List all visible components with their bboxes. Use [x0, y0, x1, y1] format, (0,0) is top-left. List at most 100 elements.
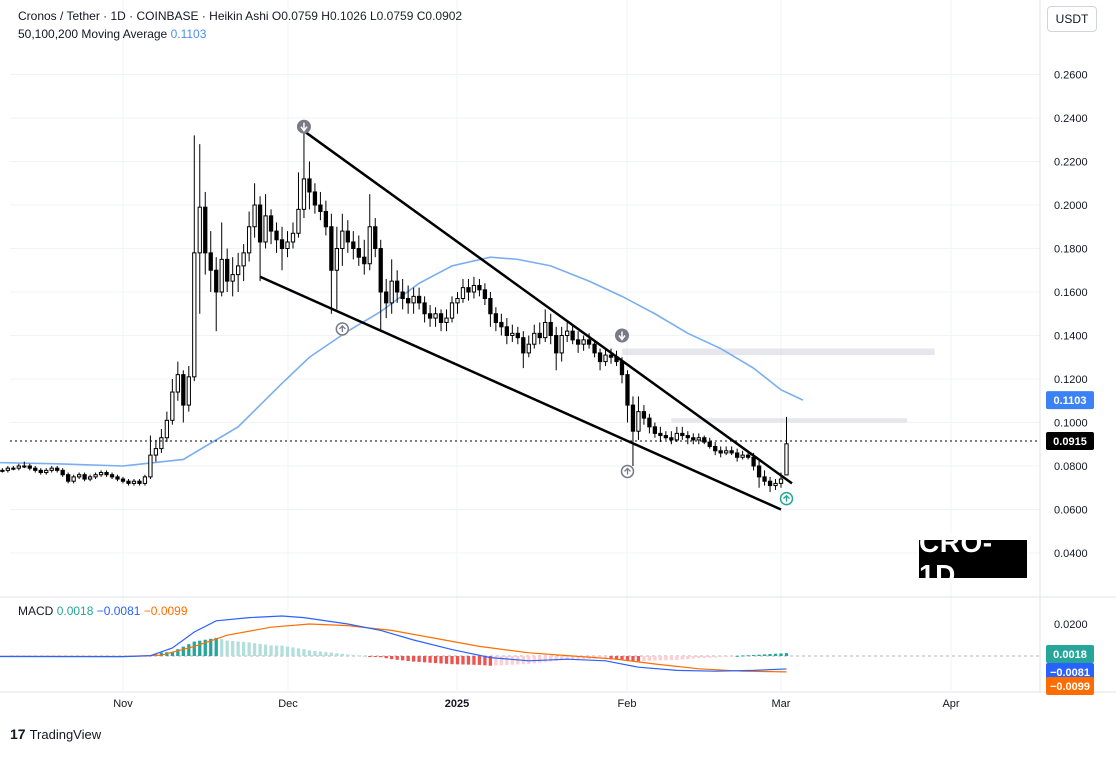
- candle-body: [416, 295, 422, 304]
- candle: [5, 466, 10, 473]
- macd-histogram-bar: [724, 656, 728, 657]
- candle-body: [581, 339, 586, 345]
- time-tick-label: Feb: [618, 698, 637, 710]
- macd-histogram-bar: [472, 656, 476, 665]
- candle-body: [203, 206, 208, 254]
- resistance-zones: [621, 348, 935, 423]
- candle-body: [575, 339, 581, 345]
- ma-legend[interactable]: 50,100,200 Moving Average 0.1103: [18, 27, 206, 41]
- macd-histogram-bar: [614, 656, 619, 660]
- macd-histogram-bar: [532, 656, 536, 664]
- candle-body: [740, 454, 745, 458]
- candle-body: [718, 450, 723, 454]
- candle-body: [647, 417, 652, 428]
- tradingview-logo[interactable]: 17 TradingView: [10, 726, 101, 742]
- candle-body: [724, 450, 729, 454]
- candle-body: [389, 280, 394, 304]
- candle: [521, 331, 526, 369]
- candle: [186, 365, 191, 412]
- macd-histogram-bar: [390, 656, 394, 660]
- macd-histogram-bar: [505, 656, 509, 666]
- candle: [0, 468, 5, 473]
- candle: [120, 476, 126, 484]
- candle: [696, 433, 701, 445]
- up-arrow-icon: [783, 494, 790, 502]
- candle-body: [570, 330, 575, 341]
- candle-body: [44, 469, 49, 474]
- macd-histogram-bar: [751, 655, 756, 657]
- candle: [405, 285, 411, 314]
- candle: [740, 450, 745, 460]
- time-tick-label: Apr: [942, 698, 959, 710]
- macd-histogram-bar: [735, 655, 739, 657]
- macd-histogram-bar: [362, 655, 366, 657]
- macd-histogram-bar: [675, 656, 679, 660]
- candle-body: [296, 208, 301, 234]
- candle-body: [87, 476, 93, 480]
- candle: [581, 335, 586, 351]
- candle-body: [438, 313, 444, 323]
- candle: [532, 324, 537, 349]
- candle-body: [460, 287, 466, 300]
- macd-legend[interactable]: MACD 0.0018 −0.0081 −0.0099: [18, 604, 188, 618]
- candle: [641, 405, 647, 425]
- candle-body: [625, 374, 630, 406]
- macd-histogram-bar: [368, 656, 372, 657]
- trendline-lower: [259, 275, 782, 511]
- low-label: L: [369, 9, 377, 23]
- time-tick-label: Nov: [113, 698, 133, 710]
- ma-value: 0.1103: [170, 27, 207, 41]
- up-arrow-icon: [624, 467, 631, 475]
- macd-histogram-bar: [570, 656, 575, 660]
- macd-histogram-bar: [143, 656, 147, 657]
- candle-body: [104, 472, 109, 476]
- candle: [400, 278, 405, 310]
- candle: [181, 370, 186, 423]
- candle: [268, 209, 274, 245]
- macd-histogram-bar: [247, 642, 251, 656]
- macd-histogram-bar: [494, 656, 498, 666]
- candle: [318, 191, 323, 221]
- macd-histogram-bar: [324, 652, 328, 656]
- candle: [55, 466, 60, 473]
- macd-histogram-bar: [669, 656, 673, 661]
- open-value: 0.0759: [281, 9, 318, 23]
- up-arrow-marker: [620, 464, 635, 479]
- candle: [246, 211, 252, 262]
- candle: [647, 413, 652, 434]
- candle: [263, 194, 268, 249]
- candle-body: [745, 454, 751, 458]
- candle-body: [422, 302, 427, 315]
- candle-body: [778, 478, 784, 484]
- candle: [197, 144, 202, 314]
- candle-body: [543, 321, 548, 339]
- candle-body: [192, 252, 197, 378]
- candle: [466, 278, 471, 301]
- last-price-tag-bg: [1046, 431, 1094, 450]
- candle: [767, 476, 773, 493]
- candle-body: [592, 343, 597, 354]
- resistance-zone: [671, 418, 908, 423]
- macd-histogram-bar: [329, 652, 334, 656]
- candle: [460, 278, 466, 303]
- candle-body: [499, 321, 504, 328]
- candle: [565, 322, 570, 343]
- macd-histogram-bar: [653, 656, 657, 661]
- candle: [142, 474, 148, 486]
- macd-histogram-bar: [236, 641, 240, 656]
- candle: [570, 324, 575, 345]
- candle: [702, 435, 707, 445]
- candle-body: [55, 467, 60, 471]
- macd-histogram-bar: [483, 656, 487, 666]
- candle: [384, 278, 389, 319]
- candle: [427, 305, 433, 327]
- candle: [109, 472, 115, 480]
- currency-button[interactable]: USDT: [1047, 6, 1097, 32]
- macd-histogram-bar: [488, 656, 493, 666]
- macd-hist-tag: 0.0018: [1046, 645, 1094, 663]
- time-tick-label: 2025: [445, 698, 469, 710]
- candle-body: [630, 404, 636, 432]
- ma-price-tag-bg: [1046, 391, 1094, 410]
- candle-body: [751, 456, 756, 467]
